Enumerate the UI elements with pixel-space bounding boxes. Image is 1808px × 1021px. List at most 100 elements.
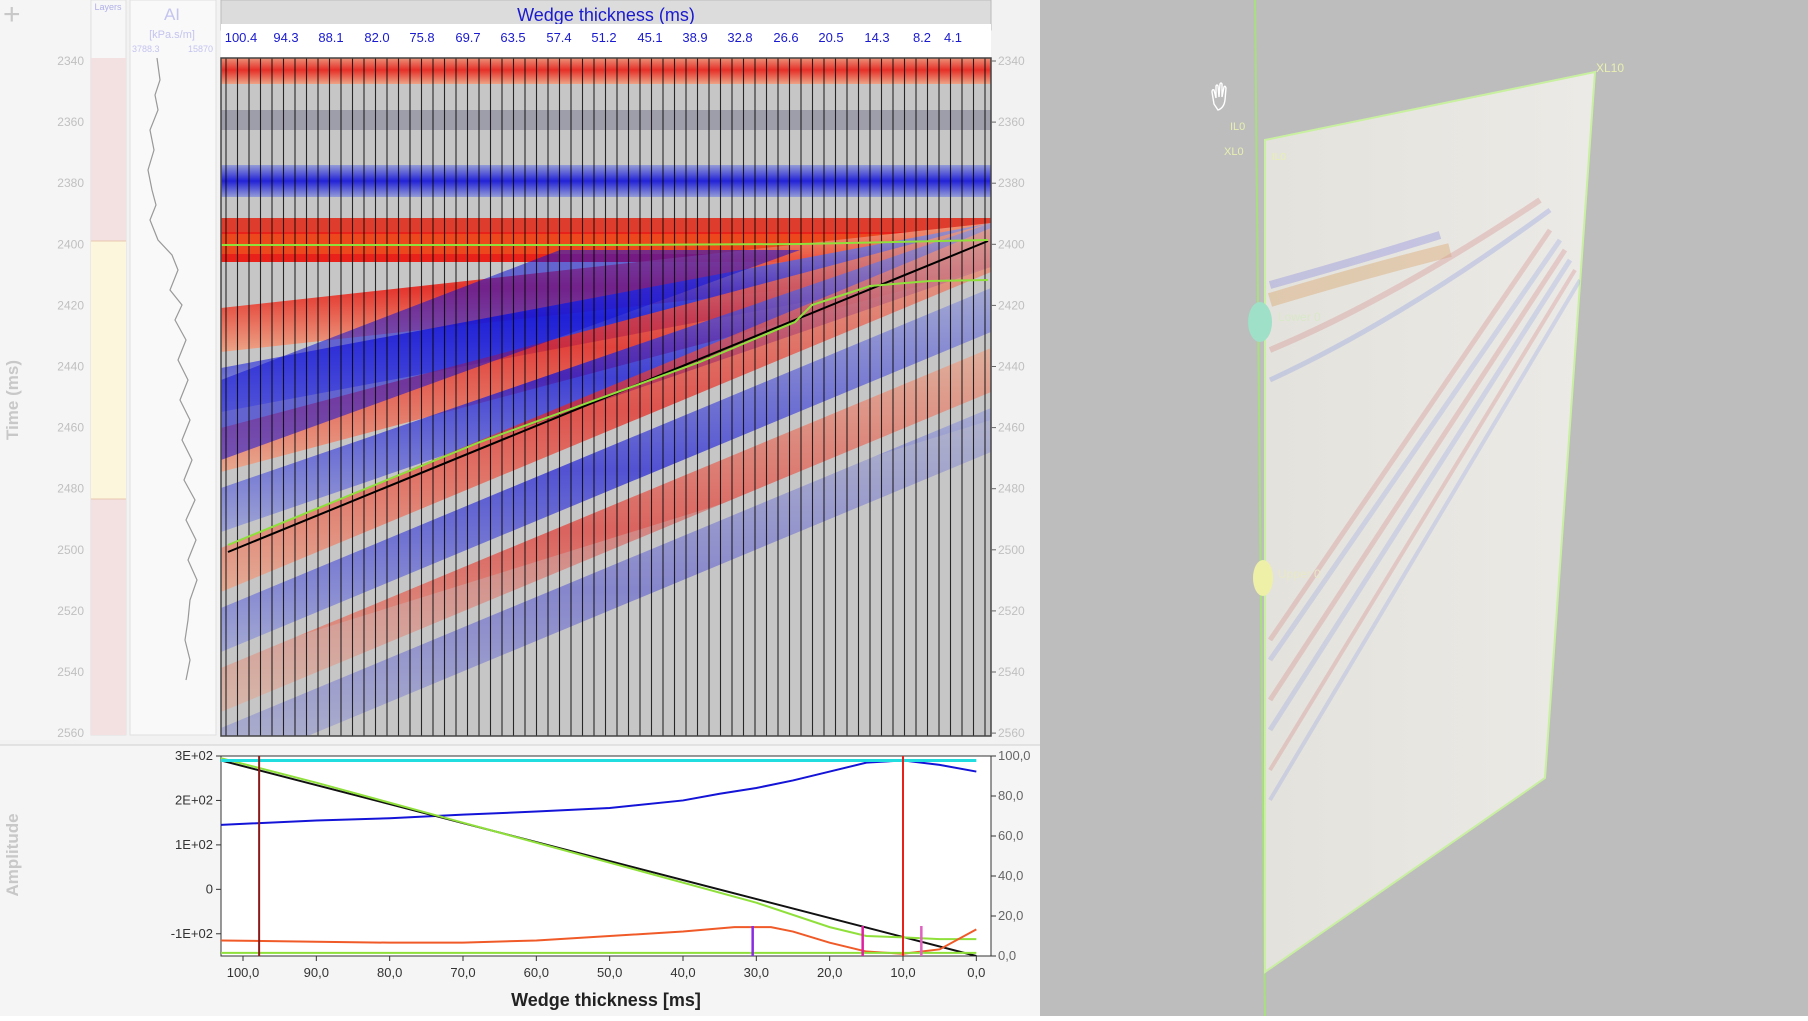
ai-track: AI [kPa.s/m] 3788.3 15870 (129, 0, 217, 736)
x-tick-label: 0,0 (967, 965, 985, 980)
seismic-wedge-section[interactable]: Wedge thickness (ms) 100.4 94.3 88.1 82.0 75… (220, 0, 1025, 772)
amplitude-ticks: 3E+02 2E+02 1E+02 0 -1E+02 100,0 80,0 60,0 40,0 2… (171, 748, 1031, 980)
top-tick-label: 38.9 (682, 30, 707, 45)
amp-tick-label: 0 (206, 881, 213, 896)
time-tick-label-left: 2340 (57, 54, 84, 68)
top-tick-label: 100.4 (225, 30, 258, 45)
top-tick-label: 14.3 (864, 30, 889, 45)
vertical-axis-line (1254, 0, 1266, 1017)
x-tick-label: 80,0 (377, 965, 402, 980)
time-tick-label-right: 2460 (998, 421, 1025, 435)
time-tick-label-right: 2480 (998, 482, 1025, 496)
time-tick-label-left: 2520 (57, 604, 84, 618)
ai-label: AI (164, 5, 180, 24)
top-tick-label: 82.0 (364, 30, 389, 45)
amp-tick-label: 1E+02 (175, 837, 213, 852)
time-tick-label-left: 2560 (57, 726, 84, 740)
time-tick-label-right: 2420 (998, 298, 1025, 312)
lower-marker[interactable] (1248, 302, 1272, 342)
amp-tick-label-right: 60,0 (998, 828, 1023, 843)
x-tick-label: 40,0 (670, 965, 695, 980)
top-tick-label: 20.5 (818, 30, 843, 45)
x-tick-label: 90,0 (304, 965, 329, 980)
x-tick-label: 50,0 (597, 965, 622, 980)
ai-min: 3788.3 (132, 44, 160, 54)
slab-streaks (1267, 197, 1582, 802)
xl-label-top-right: XL10 (1596, 61, 1624, 75)
amp-tick-label: -1E+02 (171, 926, 213, 941)
x-tick-label: 10,0 (890, 965, 915, 980)
picked-horizon-base (227, 279, 989, 546)
amp-tick-label-right: 0,0 (998, 948, 1016, 963)
top-tick-label: 94.3 (273, 30, 298, 45)
top-tick-label: 63.5 (500, 30, 525, 45)
x-tick-label: 20,0 (817, 965, 842, 980)
top-tick-label: 57.4 (546, 30, 571, 45)
layers-track: Layers (90, 0, 127, 736)
x-tick-label: 100,0 (227, 965, 260, 980)
amplitude-plot (221, 756, 977, 956)
amp-tick-label-right: 100,0 (998, 748, 1031, 763)
time-ticks-left: 2340 2360 2380 2400 2420 2440 2460 2480 2500 2520… (57, 54, 84, 740)
top-tick-label: 75.8 (409, 30, 434, 45)
3d-viewer[interactable]: XL10 IL0 XL0 IL0 Lower 0 Upper 0 (1040, 0, 1808, 1017)
x-axis-label: Wedge thickness [ms] (511, 990, 701, 1010)
wedge-thickness-ticks: 100.4 94.3 88.1 82.0 75.8 69.7 63.5 57.4 51.2 45.… (225, 30, 962, 45)
time-tick-label-left: 2540 (57, 665, 84, 679)
upper-marker-label: Upper 0 (1278, 567, 1321, 581)
time-tick-label-left: 2420 (57, 298, 84, 312)
layers-label: Layers (94, 2, 122, 12)
time-tick-label-left: 2460 (57, 421, 84, 435)
amplitude-panel[interactable]: Amplitude 3E+02 2E+02 1E+02 0 -1E+02 100,0 80,… (0, 744, 1040, 1016)
time-tick-label-right: 2540 (998, 665, 1025, 679)
amp-tick-label: 3E+02 (175, 748, 213, 763)
amplitude-axis-label: Amplitude (3, 813, 22, 896)
top-tick-label: 45.1 (637, 30, 662, 45)
x-tick-label: 60,0 (524, 965, 549, 980)
il-label-small: IL0 (1272, 152, 1286, 163)
ai-unit: [kPa.s/m] (149, 29, 195, 41)
time-tick-label-right: 2360 (998, 115, 1025, 129)
top-tick-label: 4.1 (944, 30, 962, 45)
top-tick-label: 26.6 (773, 30, 798, 45)
top-tick-label: 32.8 (727, 30, 752, 45)
amp-tick-label: 2E+02 (175, 792, 213, 807)
il-label-top-left: IL0 (1230, 121, 1245, 133)
time-axis-label: Time (ms) (3, 360, 22, 440)
ai-max: 15870 (188, 44, 213, 54)
time-tick-label-right: 2400 (998, 237, 1025, 251)
hand-pan-icon[interactable] (1211, 82, 1227, 111)
lower-marker-label: Lower 0 (1278, 310, 1321, 324)
time-tick-label-left: 2380 (57, 176, 84, 190)
x-tick-label: 30,0 (744, 965, 769, 980)
top-tick-label: 51.2 (591, 30, 616, 45)
time-tick-label-left: 2360 (57, 115, 84, 129)
top-tick-label: 69.7 (455, 30, 480, 45)
time-tick-label-left: 2400 (57, 237, 84, 251)
time-tick-label-left: 2480 (57, 482, 84, 496)
time-tick-label-right: 2560 (998, 726, 1025, 740)
seismic-slab[interactable] (1264, 70, 1597, 974)
corner-plus[interactable]: + (3, 0, 21, 31)
time-tick-label-right: 2440 (998, 360, 1025, 374)
ai-log-curve (147, 57, 198, 681)
time-tick-label-right: 2520 (998, 604, 1025, 618)
time-tick-label-left: 2500 (57, 543, 84, 557)
top-tick-label: 88.1 (318, 30, 343, 45)
x-tick-label: 70,0 (450, 965, 475, 980)
amp-tick-label-right: 40,0 (998, 868, 1023, 883)
amp-series-line (221, 759, 977, 956)
xl-label-top-left: XL0 (1224, 146, 1244, 158)
time-ticks-right: 2340 2360 2380 2400 2420 2440 2460 2480 2500 2520… (991, 54, 1025, 740)
time-tick-label-right: 2340 (998, 54, 1025, 68)
top-tick-label: 8.2 (913, 30, 931, 45)
well-tie-panel: + Time (ms) 2340 2360 2380 2400 2420 2440 2460… (0, 0, 1040, 1016)
amp-tick-label-right: 80,0 (998, 788, 1023, 803)
amp-tick-label-right: 20,0 (998, 908, 1023, 923)
upper-marker[interactable] (1253, 560, 1273, 596)
picked-horizon-top (221, 239, 989, 246)
time-tick-label-right: 2500 (998, 543, 1025, 557)
time-tick-label-left: 2440 (57, 360, 84, 374)
time-tick-label-right: 2380 (998, 176, 1025, 190)
section-title: Wedge thickness (ms) (517, 5, 695, 25)
